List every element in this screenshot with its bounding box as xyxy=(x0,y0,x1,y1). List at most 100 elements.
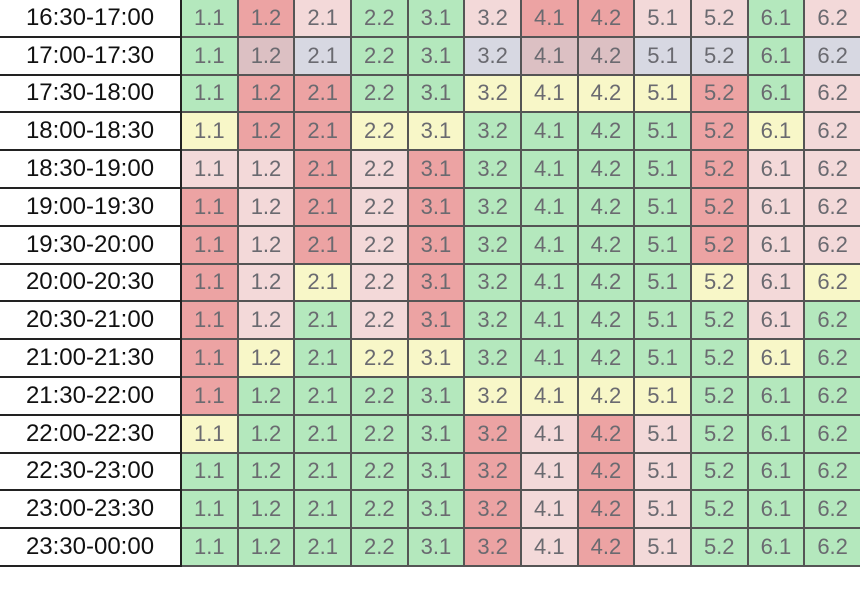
slot-cell[interactable]: 5.1 xyxy=(633,300,692,341)
slot-cell[interactable]: 6.2 xyxy=(803,451,860,492)
slot-cell[interactable]: 1.1 xyxy=(180,73,239,114)
slot-cell[interactable]: 2.1 xyxy=(293,186,352,227)
slot-cell[interactable]: 6.2 xyxy=(803,527,860,567)
slot-cell[interactable]: 3.1 xyxy=(406,375,466,416)
slot-cell[interactable]: 4.1 xyxy=(519,413,579,454)
slot-cell[interactable]: 5.2 xyxy=(689,186,749,227)
slot-cell[interactable]: 1.1 xyxy=(180,0,239,38)
slot-cell[interactable]: 6.1 xyxy=(746,338,806,378)
slot-cell[interactable]: 2.2 xyxy=(349,489,409,530)
slot-cell[interactable]: 5.2 xyxy=(689,73,749,114)
slot-cell[interactable]: 4.2 xyxy=(576,375,636,416)
slot-cell[interactable]: 6.2 xyxy=(803,489,860,530)
slot-cell[interactable]: 5.2 xyxy=(689,262,749,303)
slot-cell[interactable]: 4.2 xyxy=(576,73,636,114)
slot-cell[interactable]: 1.2 xyxy=(236,451,296,492)
slot-cell[interactable]: 2.1 xyxy=(293,451,352,492)
slot-cell[interactable]: 5.1 xyxy=(633,451,692,492)
slot-cell[interactable]: 6.2 xyxy=(803,413,860,454)
slot-cell[interactable]: 1.2 xyxy=(236,149,296,189)
slot-cell[interactable]: 4.1 xyxy=(519,451,579,492)
slot-cell[interactable]: 3.2 xyxy=(463,35,522,76)
slot-cell[interactable]: 1.2 xyxy=(236,489,296,530)
slot-cell[interactable]: 4.1 xyxy=(519,186,579,227)
slot-cell[interactable]: 2.1 xyxy=(293,111,352,152)
slot-cell[interactable]: 2.1 xyxy=(293,73,352,114)
slot-cell[interactable]: 3.1 xyxy=(406,262,466,303)
slot-cell[interactable]: 3.1 xyxy=(406,224,466,265)
slot-cell[interactable]: 5.2 xyxy=(689,111,749,152)
slot-cell[interactable]: 4.1 xyxy=(519,338,579,378)
slot-cell[interactable]: 1.1 xyxy=(180,375,239,416)
slot-cell[interactable]: 1.2 xyxy=(236,413,296,454)
slot-cell[interactable]: 6.2 xyxy=(803,35,860,76)
slot-cell[interactable]: 1.1 xyxy=(180,413,239,454)
slot-cell[interactable]: 1.2 xyxy=(236,35,296,76)
slot-cell[interactable]: 2.2 xyxy=(349,111,409,152)
slot-cell[interactable]: 3.2 xyxy=(463,413,522,454)
slot-cell[interactable]: 1.2 xyxy=(236,262,296,303)
slot-cell[interactable]: 1.1 xyxy=(180,451,239,492)
slot-cell[interactable]: 3.2 xyxy=(463,375,522,416)
slot-cell[interactable]: 4.1 xyxy=(519,300,579,341)
slot-cell[interactable]: 2.2 xyxy=(349,300,409,341)
slot-cell[interactable]: 2.2 xyxy=(349,413,409,454)
slot-cell[interactable]: 6.1 xyxy=(746,527,806,567)
slot-cell[interactable]: 1.1 xyxy=(180,489,239,530)
slot-cell[interactable]: 3.2 xyxy=(463,149,522,189)
slot-cell[interactable]: 6.2 xyxy=(803,224,860,265)
slot-cell[interactable]: 4.2 xyxy=(576,489,636,530)
slot-cell[interactable]: 5.1 xyxy=(633,0,692,38)
slot-cell[interactable]: 2.1 xyxy=(293,527,352,567)
slot-cell[interactable]: 4.2 xyxy=(576,35,636,76)
slot-cell[interactable]: 6.2 xyxy=(803,338,860,378)
slot-cell[interactable]: 1.2 xyxy=(236,0,296,38)
slot-cell[interactable]: 4.1 xyxy=(519,73,579,114)
slot-cell[interactable]: 5.1 xyxy=(633,186,692,227)
slot-cell[interactable]: 4.2 xyxy=(576,300,636,341)
slot-cell[interactable]: 1.1 xyxy=(180,262,239,303)
slot-cell[interactable]: 4.1 xyxy=(519,527,579,567)
slot-cell[interactable]: 5.1 xyxy=(633,149,692,189)
slot-cell[interactable]: 4.2 xyxy=(576,186,636,227)
slot-cell[interactable]: 5.1 xyxy=(633,111,692,152)
slot-cell[interactable]: 4.2 xyxy=(576,224,636,265)
slot-cell[interactable]: 6.2 xyxy=(803,0,860,38)
slot-cell[interactable]: 6.2 xyxy=(803,300,860,341)
slot-cell[interactable]: 3.1 xyxy=(406,527,466,567)
slot-cell[interactable]: 6.1 xyxy=(746,111,806,152)
slot-cell[interactable]: 6.1 xyxy=(746,413,806,454)
slot-cell[interactable]: 2.1 xyxy=(293,413,352,454)
slot-cell[interactable]: 2.2 xyxy=(349,0,409,38)
slot-cell[interactable]: 4.1 xyxy=(519,262,579,303)
slot-cell[interactable]: 5.1 xyxy=(633,527,692,567)
slot-cell[interactable]: 4.2 xyxy=(576,413,636,454)
slot-cell[interactable]: 6.2 xyxy=(803,149,860,189)
slot-cell[interactable]: 5.1 xyxy=(633,73,692,114)
slot-cell[interactable]: 5.2 xyxy=(689,413,749,454)
slot-cell[interactable]: 6.1 xyxy=(746,0,806,38)
slot-cell[interactable]: 4.2 xyxy=(576,0,636,38)
slot-cell[interactable]: 3.2 xyxy=(463,73,522,114)
slot-cell[interactable]: 6.2 xyxy=(803,111,860,152)
slot-cell[interactable]: 2.2 xyxy=(349,338,409,378)
slot-cell[interactable]: 3.1 xyxy=(406,0,466,38)
slot-cell[interactable]: 6.2 xyxy=(803,375,860,416)
slot-cell[interactable]: 1.2 xyxy=(236,375,296,416)
slot-cell[interactable]: 3.1 xyxy=(406,413,466,454)
slot-cell[interactable]: 2.2 xyxy=(349,375,409,416)
slot-cell[interactable]: 4.2 xyxy=(576,451,636,492)
slot-cell[interactable]: 3.1 xyxy=(406,489,466,530)
slot-cell[interactable]: 2.1 xyxy=(293,338,352,378)
slot-cell[interactable]: 2.1 xyxy=(293,35,352,76)
slot-cell[interactable]: 6.1 xyxy=(746,300,806,341)
slot-cell[interactable]: 3.1 xyxy=(406,149,466,189)
slot-cell[interactable]: 2.2 xyxy=(349,149,409,189)
slot-cell[interactable]: 2.1 xyxy=(293,375,352,416)
slot-cell[interactable]: 6.1 xyxy=(746,149,806,189)
slot-cell[interactable]: 3.2 xyxy=(463,338,522,378)
slot-cell[interactable]: 1.1 xyxy=(180,527,239,567)
slot-cell[interactable]: 2.1 xyxy=(293,224,352,265)
slot-cell[interactable]: 3.1 xyxy=(406,451,466,492)
slot-cell[interactable]: 4.2 xyxy=(576,111,636,152)
